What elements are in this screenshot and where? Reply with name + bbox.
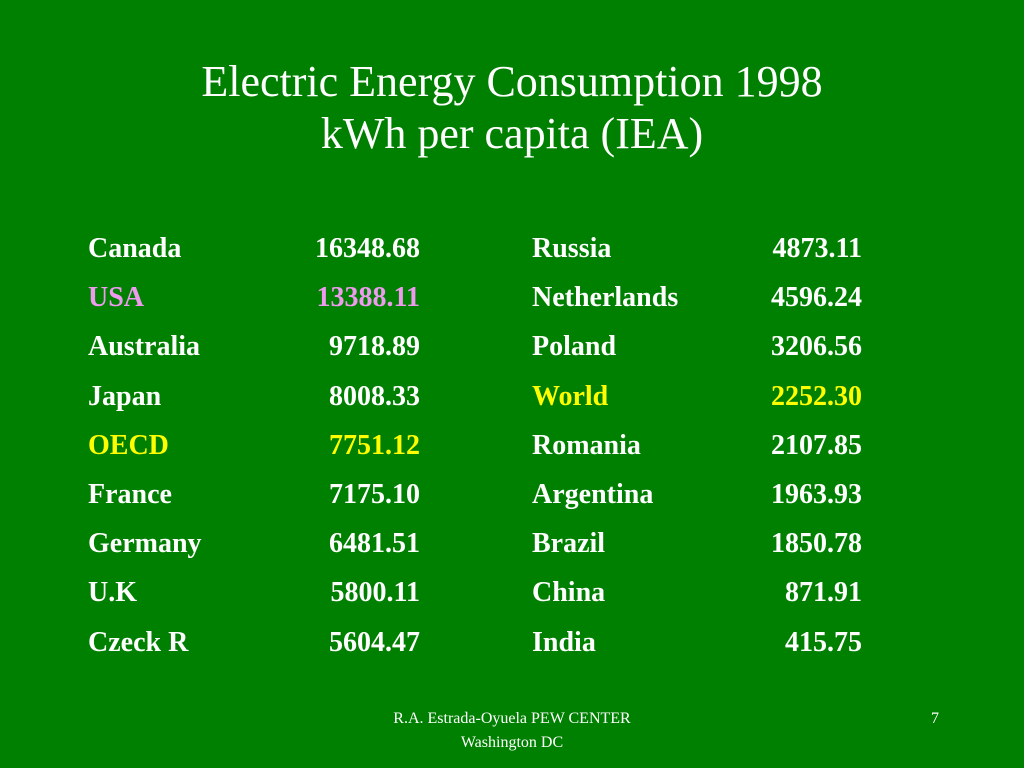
kwh-value: 16348.68 (315, 233, 420, 264)
table-row: China 871.91 (532, 570, 872, 619)
kwh-value: 871.91 (785, 577, 862, 609)
country-name: USA (88, 282, 145, 314)
country-name: Australia (88, 331, 200, 363)
country-name: Russia (532, 233, 612, 264)
kwh-value: 5604.47 (329, 626, 420, 658)
country-name: OECD (88, 429, 169, 461)
kwh-value: 2252.30 (771, 380, 862, 412)
country-name: Germany (88, 528, 202, 560)
table-row: Russia 4873.11 (532, 226, 872, 275)
kwh-value: 13388.11 (316, 282, 420, 314)
country-name: Argentina (532, 478, 654, 510)
country-name: U.K (88, 577, 137, 609)
kwh-value: 4873.11 (772, 233, 862, 264)
footer-line-2: Washington DC (460, 734, 564, 751)
table-row: USA 13388.11 (88, 275, 428, 324)
country-name: Canada (88, 233, 182, 264)
table-row: World 2252.30 (532, 374, 872, 423)
table-row: India 415.75 (532, 620, 872, 669)
country-name: Poland (532, 331, 617, 363)
table-row: OECD 7751.12 (88, 423, 428, 472)
page-number: 7 (931, 710, 939, 727)
country-name: Czeck R (88, 626, 189, 658)
kwh-value: 7751.12 (329, 429, 420, 461)
table-row: Japan 8008.33 (88, 374, 428, 423)
table-row: Argentina 1963.93 (532, 472, 872, 521)
title-line-1: Electric Energy Consumption 1998 (201, 57, 823, 106)
table-row: Netherlands 4596.24 (532, 275, 872, 324)
country-name: France (88, 478, 172, 510)
country-name: India (532, 626, 596, 658)
table-row: Australia 9718.89 (88, 324, 428, 373)
country-name: Brazil (532, 528, 606, 560)
table-row: Czeck R 5604.47 (88, 620, 428, 669)
slide-footer: R.A. Estrada-Oyuela PEW CENTER Washingto… (312, 707, 712, 755)
country-name: China (532, 577, 606, 609)
country-name: World (532, 380, 609, 412)
table-row: France 7175.10 (88, 472, 428, 521)
kwh-value: 9718.89 (329, 331, 420, 363)
table-right-column: Russia 4873.11 Netherlands 4596.24 Poland 3… (532, 226, 872, 669)
slide-title: Electric Energy Consumption 1998 kWh per… (0, 56, 1024, 160)
title-line-2: kWh per capita (IEA) (320, 109, 704, 158)
kwh-value: 3206.56 (771, 331, 862, 363)
table-row: Germany 6481.51 (88, 521, 428, 570)
country-name: Japan (88, 380, 162, 412)
table-row: Romania 2107.85 (532, 423, 872, 472)
kwh-value: 7175.10 (329, 478, 420, 510)
table-row: Poland 3206.56 (532, 324, 872, 373)
kwh-value: 415.75 (785, 626, 862, 658)
table-row: Canada 16348.68 (88, 226, 428, 275)
table-row: U.K 5800.11 (88, 570, 428, 619)
kwh-value: 6481.51 (329, 528, 420, 560)
table-row: Brazil 1850.78 (532, 521, 872, 570)
country-name: Romania (532, 429, 641, 461)
kwh-value: 5800.11 (330, 577, 420, 609)
kwh-value: 4596.24 (771, 282, 862, 314)
kwh-value: 1850.78 (771, 528, 862, 560)
kwh-value: 8008.33 (329, 380, 420, 412)
table-left-column: Canada 16348.68 USA 13388.11 Australia 9718… (88, 226, 428, 669)
footer-line-1: R.A. Estrada-Oyuela PEW CENTER (393, 710, 631, 727)
country-name: Netherlands (532, 282, 679, 314)
kwh-value: 1963.93 (771, 478, 862, 510)
kwh-value: 2107.85 (771, 429, 862, 461)
